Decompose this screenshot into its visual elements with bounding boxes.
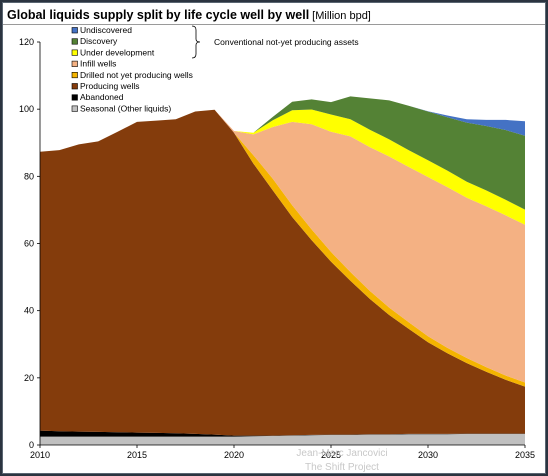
y-tick-label: 120 (19, 37, 34, 47)
legend-label: Infill wells (80, 59, 116, 69)
legend-label: Producing wells (80, 81, 140, 91)
chart-title: Global liquids supply split by life cycl… (7, 8, 310, 22)
legend-swatch (71, 83, 78, 90)
title-bar: Global liquids supply split by life cycl… (3, 3, 545, 25)
area-producing-wells (40, 109, 525, 436)
legend-item-seasonal-other-liquids: Seasonal (Other liquids) (71, 103, 171, 113)
watermark-org: The Shift Project (305, 462, 379, 473)
legend-item-under-development: Under development (71, 47, 155, 57)
legend-item-discovery: Discovery (71, 36, 118, 46)
chart-units: [Million bpd] (312, 10, 371, 22)
legend-label: Abandoned (80, 92, 124, 102)
annotation-text: Conventional not-yet producing assets (214, 37, 359, 47)
legend-item-undiscovered: Undiscovered (71, 25, 132, 35)
y-tick-label: 20 (24, 373, 34, 383)
legend-swatch (71, 38, 78, 45)
area-discovery (40, 96, 525, 210)
x-tick-label: 2010 (30, 450, 50, 460)
y-tick-label: 40 (24, 306, 34, 316)
legend-label: Under development (80, 47, 155, 57)
legend-swatch (71, 105, 78, 112)
area-layers (40, 96, 525, 445)
x-tick-label: 2020 (224, 450, 244, 460)
y-tick-label: 0 (29, 440, 34, 450)
legend-item-drilled-not-yet-producing-wells: Drilled not yet producing wells (71, 70, 193, 80)
area-infill-wells (40, 109, 525, 383)
area-abandoned (40, 430, 525, 437)
x-tick-label: 2030 (418, 450, 438, 460)
legend-swatch (71, 49, 78, 56)
area-seasonal-other-liquids (40, 433, 525, 445)
legend-item-abandoned: Abandoned (71, 92, 124, 102)
legend-swatch (71, 60, 78, 67)
area-under-development (40, 109, 525, 225)
legend-swatch (71, 94, 78, 101)
x-tick-label: 2035 (515, 450, 535, 460)
x-tick-label: 2025 (321, 450, 341, 460)
watermark-author: Jean-Marc Jancovici (296, 448, 387, 459)
legend-label: Seasonal (Other liquids) (80, 103, 171, 113)
legend-label: Undiscovered (80, 25, 132, 35)
legend-swatch (71, 27, 78, 34)
y-tick-label: 60 (24, 239, 34, 249)
legend-label: Drilled not yet producing wells (80, 70, 193, 80)
x-tick-label: 2015 (127, 450, 147, 460)
legend-item-infill-wells: Infill wells (71, 59, 116, 69)
annotation: Conventional not-yet producing assets (191, 25, 359, 59)
legend-swatch (71, 72, 78, 79)
y-tick-label: 80 (24, 171, 34, 181)
legend-item-producing-wells: Producing wells (71, 81, 140, 91)
y-tick-label: 100 (19, 104, 34, 114)
legend-brace (191, 25, 201, 59)
axes: 0 20 40 60 80 100 120 2010 2015 2020 2025 2030 2035 (19, 37, 535, 460)
legend-label: Discovery (80, 36, 118, 46)
